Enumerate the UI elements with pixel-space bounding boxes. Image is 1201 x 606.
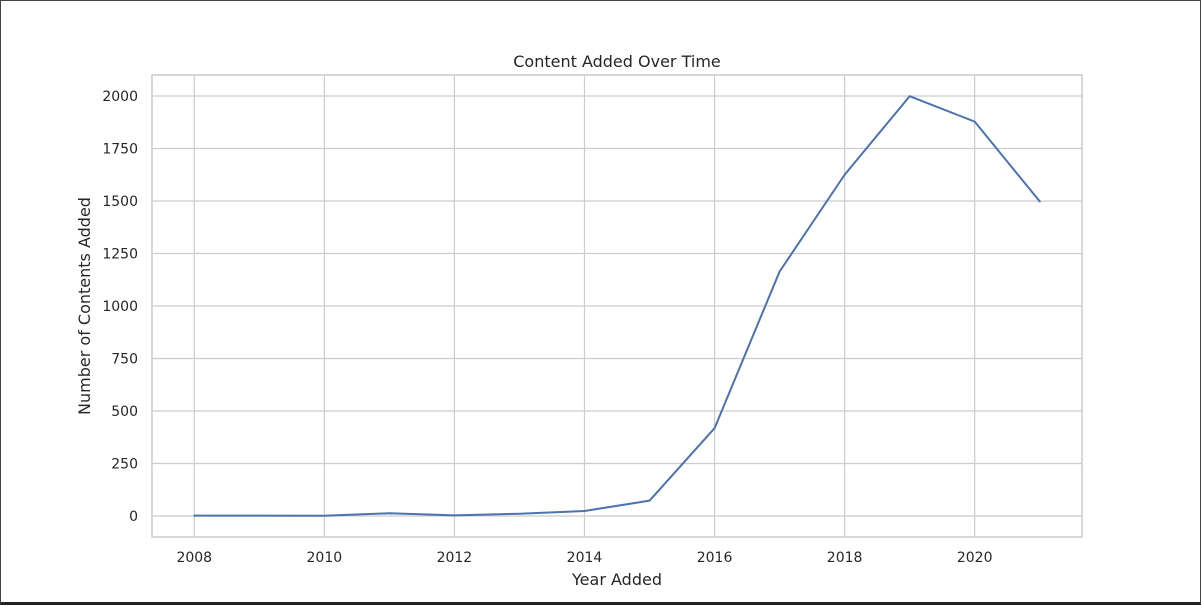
y-tick-label: 250 [111,457,138,473]
y-tick-label: 1250 [102,247,138,263]
y-axis-label: Number of Contents Added [75,197,94,415]
x-tick-label: 2016 [697,550,733,566]
tick-label-layer: 2008 2010 2012 2014 2016 2018 2020 0 250 500 750 10… [102,89,992,566]
y-tick-label: 1750 [102,142,138,158]
y-tick-label: 1000 [102,299,138,315]
x-axis-label: Year Added [571,570,662,589]
chart-title: Content Added Over Time [513,52,721,71]
x-tick-label: 2014 [567,550,603,566]
plot-area-border [151,74,1083,538]
y-tick-label: 2000 [102,89,138,105]
x-tick-label: 2020 [957,550,993,566]
series-layer [193,95,1041,517]
x-tick-label: 2018 [827,550,863,566]
series-line [193,95,1041,517]
x-tick-label: 2008 [176,550,212,566]
y-tick-label: 500 [111,404,138,420]
x-tick-label: 2012 [437,550,473,566]
grid-layer [152,75,1082,537]
x-tick-label: 2010 [307,550,343,566]
y-tick-label: 750 [111,352,138,368]
y-tick-label: 0 [129,509,138,525]
y-tick-label: 1500 [102,194,138,210]
